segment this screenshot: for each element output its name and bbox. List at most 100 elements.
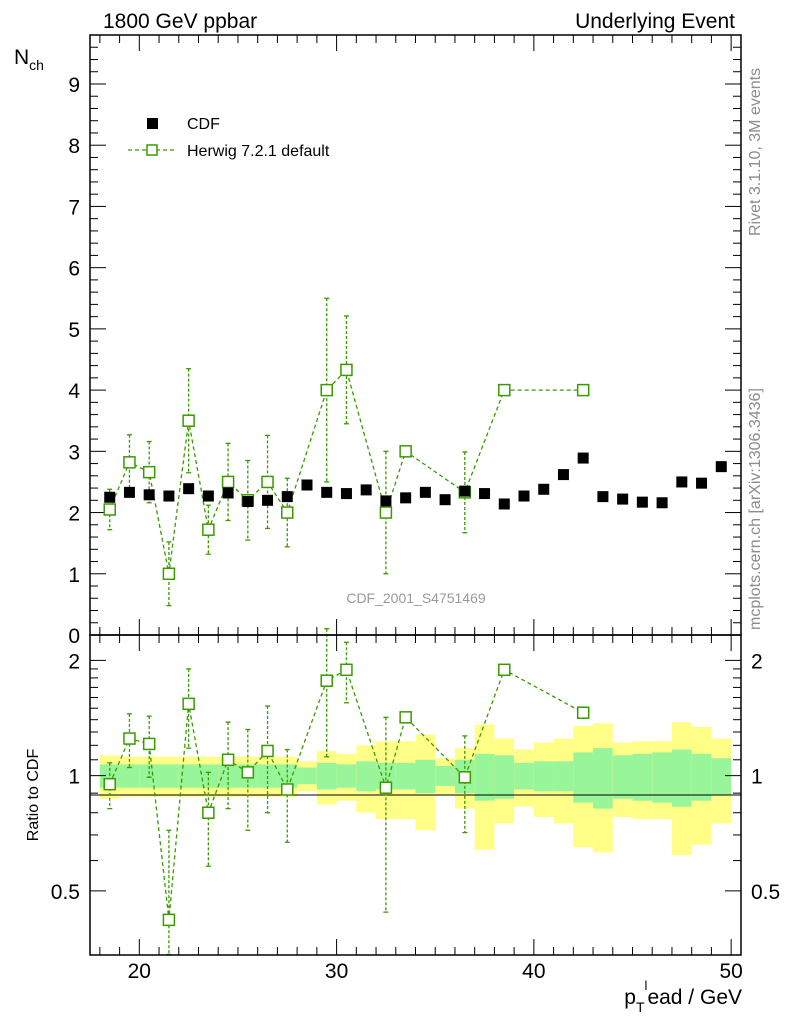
mc-point-main	[202, 523, 215, 536]
mc-point-ratio	[498, 663, 511, 677]
mc-point-main	[103, 503, 116, 516]
data-point	[222, 487, 234, 499]
data-point	[518, 490, 530, 502]
data-point	[183, 483, 195, 495]
data-point	[696, 477, 708, 489]
rivet-label: Rivet 3.1.10, 3M events	[747, 68, 764, 236]
mc-point-main	[399, 445, 412, 458]
mc-point-ratio	[399, 711, 412, 724]
data-point	[459, 485, 471, 497]
ratio-band-inner	[356, 761, 377, 792]
data-point	[143, 489, 155, 501]
main-ytick-label: 6	[68, 258, 80, 281]
data-point	[479, 488, 491, 500]
mc-point-main	[340, 363, 353, 377]
mc-point-ratio	[320, 674, 333, 687]
mc-point-main	[182, 414, 195, 427]
ratio-band-inner	[494, 755, 515, 799]
ratio-panel-frame	[89, 634, 742, 956]
ratio-ytick-label: 2	[68, 650, 80, 673]
ratio-band-inner	[316, 762, 337, 790]
data-series-main	[104, 452, 727, 510]
ratio-band-inner	[474, 753, 495, 801]
ratio-band-inner	[395, 762, 416, 790]
data-point	[715, 461, 727, 473]
data-point	[123, 486, 135, 498]
ratio-band-inner	[711, 758, 732, 796]
ratio-band-inner	[336, 764, 357, 788]
xtick-label: 40	[522, 960, 545, 983]
analysis-watermark: CDF_2001_S4751469	[346, 590, 486, 606]
ratio-band-inner	[533, 761, 554, 792]
data-point	[380, 495, 392, 507]
ratio-ytick-label-right: 2	[751, 650, 763, 673]
main-ylabel: Nch	[14, 46, 44, 73]
mc-point-main	[123, 456, 136, 469]
main-ytick-label: 9	[68, 74, 80, 97]
data-point	[301, 479, 313, 491]
mc-point-ratio	[221, 753, 235, 767]
xlabel: pTlead / GeV	[624, 978, 742, 1015]
main-ytick-label: 2	[68, 503, 80, 526]
mc-point-main	[142, 465, 156, 479]
ratio-band-inner	[218, 764, 238, 788]
data-point	[498, 498, 510, 510]
mc-point-main	[379, 506, 393, 519]
ratio-band-inner	[435, 765, 455, 786]
ratio-band-inner	[691, 753, 712, 801]
ratio-band-inner	[632, 753, 653, 801]
xtick-label: 20	[128, 960, 151, 983]
main-ytick-label: 0	[68, 625, 80, 648]
ratio-uncertainty-bands	[99, 722, 732, 856]
ratio-band-inner	[139, 764, 160, 788]
legend-mc-marker	[146, 144, 158, 156]
mc-point-main	[162, 567, 176, 581]
main-ytick-label: 4	[68, 380, 80, 403]
data-point	[340, 488, 352, 500]
legend-mc-label: Herwig 7.2.1 default	[187, 143, 330, 160]
ratio-band-inner	[159, 764, 179, 788]
ratio-axis-ticks: 0.5 0.5 1 1 2 2 20 30 40 50	[51, 635, 780, 983]
xtick-label: 30	[325, 960, 348, 983]
ratio-band-inner	[198, 764, 219, 788]
ratio-ytick-label-right: 0.5	[751, 881, 780, 904]
ratio-band-inner	[573, 752, 594, 803]
mc-point-ratio	[379, 781, 393, 794]
xtick-label: 50	[719, 960, 742, 983]
data-point	[419, 486, 431, 498]
main-ytick-label: 3	[68, 441, 80, 464]
mc-point-ratio	[281, 783, 294, 796]
ratio-band-inner	[119, 764, 140, 788]
data-point	[538, 483, 550, 495]
mc-point-main	[261, 475, 274, 489]
data-point	[242, 496, 254, 508]
mc-point-main	[320, 383, 333, 397]
header-left: 1800 GeV ppbar	[103, 10, 257, 33]
mc-point-main	[576, 383, 590, 397]
data-point	[636, 496, 648, 508]
data-point	[262, 494, 274, 506]
ratio-band-inner	[612, 755, 633, 799]
mc-point-ratio	[182, 697, 195, 711]
mc-point-main	[281, 506, 294, 519]
data-point	[104, 491, 116, 503]
mc-point-ratio	[458, 771, 472, 784]
mc-point-main	[221, 475, 235, 489]
legend: CDF Herwig 7.2.1 default	[128, 116, 330, 160]
ratio-band-inner	[671, 749, 692, 807]
mcplots-label: mcplots.cern.ch [arXiv:1306.3436]	[747, 388, 764, 630]
ratio-band-inner	[297, 767, 317, 785]
ratio-band-inner	[415, 759, 436, 794]
mc-point-ratio	[340, 663, 353, 677]
ratio-band-inner	[593, 748, 613, 809]
data-point	[202, 490, 214, 502]
data-point	[321, 486, 333, 498]
data-point	[281, 491, 293, 503]
data-point	[597, 491, 609, 503]
ratio-band-inner	[514, 762, 534, 790]
data-point	[439, 494, 451, 506]
main-ytick-label: 5	[68, 319, 80, 342]
mc-point-ratio	[241, 766, 255, 779]
mc-series-ratio	[103, 628, 590, 956]
